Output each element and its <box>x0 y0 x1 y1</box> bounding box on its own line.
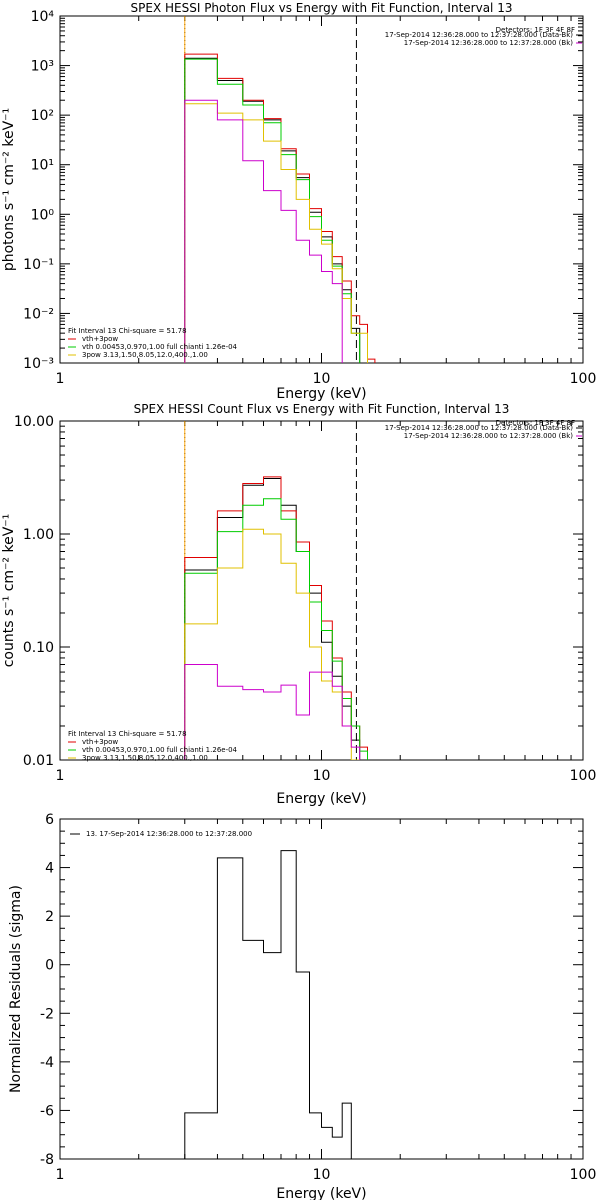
y-axis-label: Normalized Residuals (sigma) <box>8 885 24 1093</box>
chart-title: SPEX HESSI Count Flux vs Energy with Fit… <box>134 402 510 416</box>
chart-panel-1: 1 10 100 10⁻³ 10⁻² 10⁻¹ 10⁰ 10¹ 10² 10³ 10⁴ SPEX HE… <box>1 1 596 402</box>
y-tick-label: -8 <box>40 1152 54 1168</box>
fit-legend-entry: 3pow 3.13,1.50,8.05,12.0,400.,1.00 <box>82 351 208 359</box>
legend-header: Detectors: 1F 3F 4F 8F <box>496 26 575 34</box>
y-tick-label: 10.00 <box>14 414 54 430</box>
y-tick-label: -2 <box>40 1006 54 1022</box>
series-line-5 <box>184 664 361 760</box>
x-axis-label: Energy (keV) <box>276 1186 366 1200</box>
x-tick-label: 1 <box>56 371 65 387</box>
y-axis: -8 -6 -4 -2 0 2 4 6 <box>40 812 583 1168</box>
legend-entry: 17-Sep-2014 12:36:28.000 to 12:37:28.000… <box>385 31 574 39</box>
x-tick-label: 10 <box>313 371 331 387</box>
x-axis: 1 10 100 <box>56 421 597 784</box>
series-line-4 <box>184 528 360 760</box>
series-line-1 <box>184 478 361 760</box>
fit-legend-header: Fit Interval 13 Chi-square = 51.78 <box>68 327 187 335</box>
y-tick-label: 10⁻² <box>23 306 54 322</box>
series-line-5 <box>184 99 343 363</box>
x-axis-label: Energy (keV) <box>276 386 366 402</box>
y-tick-label: 0 <box>45 958 54 974</box>
fit-legend-entry: 3pow 3.13,1.50,8.05,12.0,400.,1.00 <box>82 754 208 762</box>
series-line-4 <box>184 103 368 363</box>
y-tick-label: 1.00 <box>23 527 54 543</box>
y-tick-label: 10¹ <box>31 158 54 174</box>
fit-legend-entry: vth+3pow <box>82 335 118 343</box>
y-tick-label: -6 <box>40 1103 54 1119</box>
series-group <box>184 53 376 363</box>
y-axis-label: photons s⁻¹ cm⁻² keV⁻¹ <box>1 108 17 271</box>
x-tick-label: 100 <box>570 768 597 784</box>
y-tick-label: 6 <box>45 812 54 828</box>
y-axis: 10⁻³ 10⁻² 10⁻¹ 10⁰ 10¹ 10² 10³ 10⁴ <box>23 9 583 372</box>
y-tick-label: 4 <box>45 861 54 877</box>
fit-legend-entry: vth 0.00453,0.970,1.00 full chianti 1.26… <box>82 343 238 351</box>
y-tick-label: 10³ <box>31 59 54 75</box>
x-tick-label: 1 <box>56 1167 65 1183</box>
x-tick-label: 100 <box>570 371 597 387</box>
legend: 13. 17-Sep-2014 12:36:28.000 to 12:37:28… <box>70 830 252 838</box>
plot-frame <box>59 818 584 1160</box>
y-axis-label: counts s⁻¹ cm⁻² keV⁻¹ <box>1 514 17 668</box>
y-axis: 0.01 0.10 1.00 10.00 <box>14 414 583 769</box>
x-tick-label: 100 <box>570 1167 597 1183</box>
series-line-2 <box>184 476 368 760</box>
x-tick-label: 1 <box>56 768 65 784</box>
y-tick-label: 2 <box>45 909 54 925</box>
x-axis: 1 10 100 <box>56 819 597 1183</box>
series-group <box>184 476 368 760</box>
chart-title: SPEX HESSI Photon Flux vs Energy with Fi… <box>131 1 513 15</box>
series-line-1 <box>184 57 361 363</box>
fit-legend: Fit Interval 13 Chi-square = 51.78vth+3p… <box>68 327 238 359</box>
legend-entry: 17-Sep-2014 12:36:28.000 to 12:37:28.000… <box>404 39 574 47</box>
legend-entry: 13. 17-Sep-2014 12:36:28.000 to 12:37:28… <box>86 830 252 838</box>
y-tick-label: 0.01 <box>23 753 54 769</box>
x-axis-label: Energy (keV) <box>276 791 366 807</box>
series-group <box>184 850 352 1159</box>
y-tick-label: -4 <box>40 1055 54 1071</box>
fit-legend-entry: vth+3pow <box>82 738 118 746</box>
series-line-3 <box>184 58 361 363</box>
x-tick-label: 10 <box>313 768 331 784</box>
y-tick-label: 10⁻³ <box>23 356 54 372</box>
fit-legend-header: Fit Interval 13 Chi-square = 51.78 <box>68 730 187 738</box>
legend-entry: 17-Sep-2014 12:36:28.000 to 12:37:28.000… <box>385 424 574 432</box>
y-tick-label: 10⁻¹ <box>23 257 54 273</box>
x-axis: 1 10 100 <box>56 16 597 387</box>
y-tick-label: 10⁴ <box>31 9 55 25</box>
y-tick-label: 10⁰ <box>31 207 55 223</box>
x-tick-label: 10 <box>313 1167 331 1183</box>
legend-header: Detectors: 1F 3F 4F 8F <box>496 419 575 427</box>
chart-panel-2: 1 10 100 0.01 0.10 1.00 10.00 SPEX HESSI Count … <box>1 402 596 807</box>
y-tick-label: 0.10 <box>23 640 54 656</box>
fit-legend: Fit Interval 13 Chi-square = 51.78vth+3p… <box>68 730 238 762</box>
plot-frame <box>59 15 584 364</box>
chart-panel-3: 1 10 100 -8 -6 -4 -2 0 2 4 6 Energy (keV) Normalized… <box>8 812 596 1200</box>
y-tick-label: 10² <box>31 108 54 124</box>
legend-entry: 17-Sep-2014 12:36:28.000 to 12:37:28.000… <box>404 432 574 440</box>
series-line-3 <box>184 498 368 760</box>
fit-legend-entry: vth 0.00453,0.970,1.00 full chianti 1.26… <box>82 746 238 754</box>
series-line-1 <box>184 850 352 1159</box>
